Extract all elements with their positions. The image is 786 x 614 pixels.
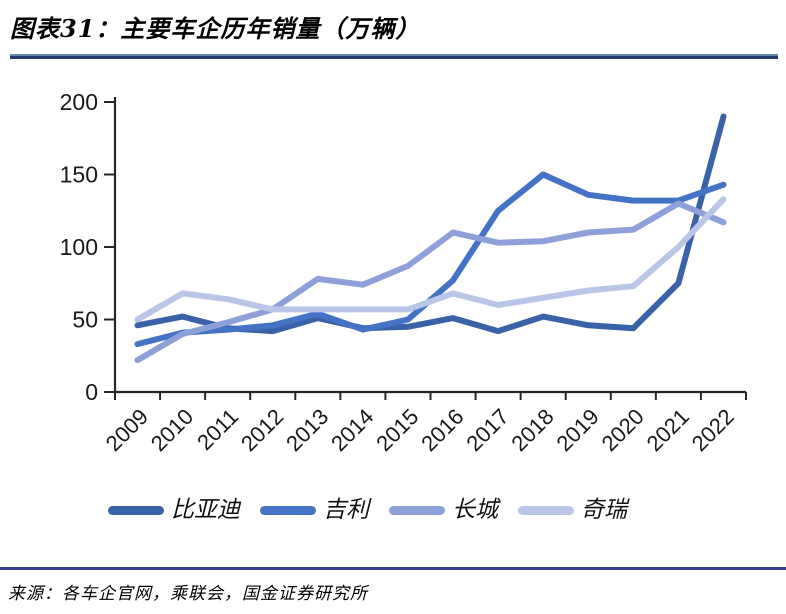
legend-item-chery: 奇瑞	[518, 497, 627, 523]
title-divider	[10, 54, 778, 59]
legend-label-greatwall: 长城	[452, 497, 498, 523]
y-tick-label: 150	[60, 162, 98, 188]
x-tick-label: 2016	[416, 404, 468, 456]
x-tick-label: 2010	[146, 404, 198, 456]
series-line-chery	[134, 196, 727, 323]
sales-line-chart: 0 50 100 150 200 2009 2010 2011 2012 2013 2014 2015…	[0, 59, 786, 483]
x-tick-label: 2018	[506, 404, 558, 456]
legend-line-swatch-greatwall	[389, 505, 445, 515]
y-tick-label: 50	[72, 307, 98, 333]
footer-divider	[0, 567, 786, 570]
y-tick-label: 100	[60, 234, 98, 260]
legend-line-swatch-byd	[108, 505, 164, 515]
x-tick-label: 2015	[371, 404, 423, 456]
legend-item-geely: 吉利	[260, 497, 369, 523]
legend-label-byd: 比亚迪	[171, 497, 240, 523]
x-tick-label: 2009	[101, 404, 153, 456]
y-tick-label: 200	[60, 89, 98, 115]
chart-legend: 比亚迪 吉利 长城 奇瑞	[0, 497, 786, 523]
legend-item-byd: 比亚迪	[108, 497, 240, 523]
chart-canvas: 0 50 100 150 200 2009201020112012201320142015…	[60, 89, 747, 456]
series-line-geely	[134, 171, 727, 348]
figure-title: 图表31：主要车企历年销量（万辆）	[10, 14, 421, 43]
x-tick-label: 2012	[236, 404, 288, 456]
x-tick-label: 2013	[281, 404, 333, 456]
source-note: 来源：各车企官网，乘联会，国金证券研究所	[8, 584, 368, 604]
x-tick-label: 2017	[461, 404, 513, 456]
x-tick-label: 2020	[597, 404, 649, 456]
x-tick-label: 2011	[192, 404, 243, 455]
figure-header: 图表31：主要车企历年销量（万辆）	[0, 0, 786, 59]
legend-line-swatch-chery	[518, 505, 574, 515]
x-tick-label: 2014	[326, 404, 378, 456]
legend-label-chery: 奇瑞	[581, 497, 627, 523]
x-tick-label: 2022	[687, 404, 739, 456]
x-tick-label: 2021	[642, 404, 694, 456]
y-tick-label: 0	[85, 379, 98, 405]
x-tick-label: 2019	[551, 404, 603, 456]
legend-item-greatwall: 长城	[389, 497, 498, 523]
legend-line-swatch-geely	[260, 505, 316, 515]
figure-footer: 来源：各车企官网，乘联会，国金证券研究所	[0, 567, 786, 614]
legend-label-geely: 吉利	[323, 497, 369, 523]
series-line-greatwall	[134, 200, 727, 364]
